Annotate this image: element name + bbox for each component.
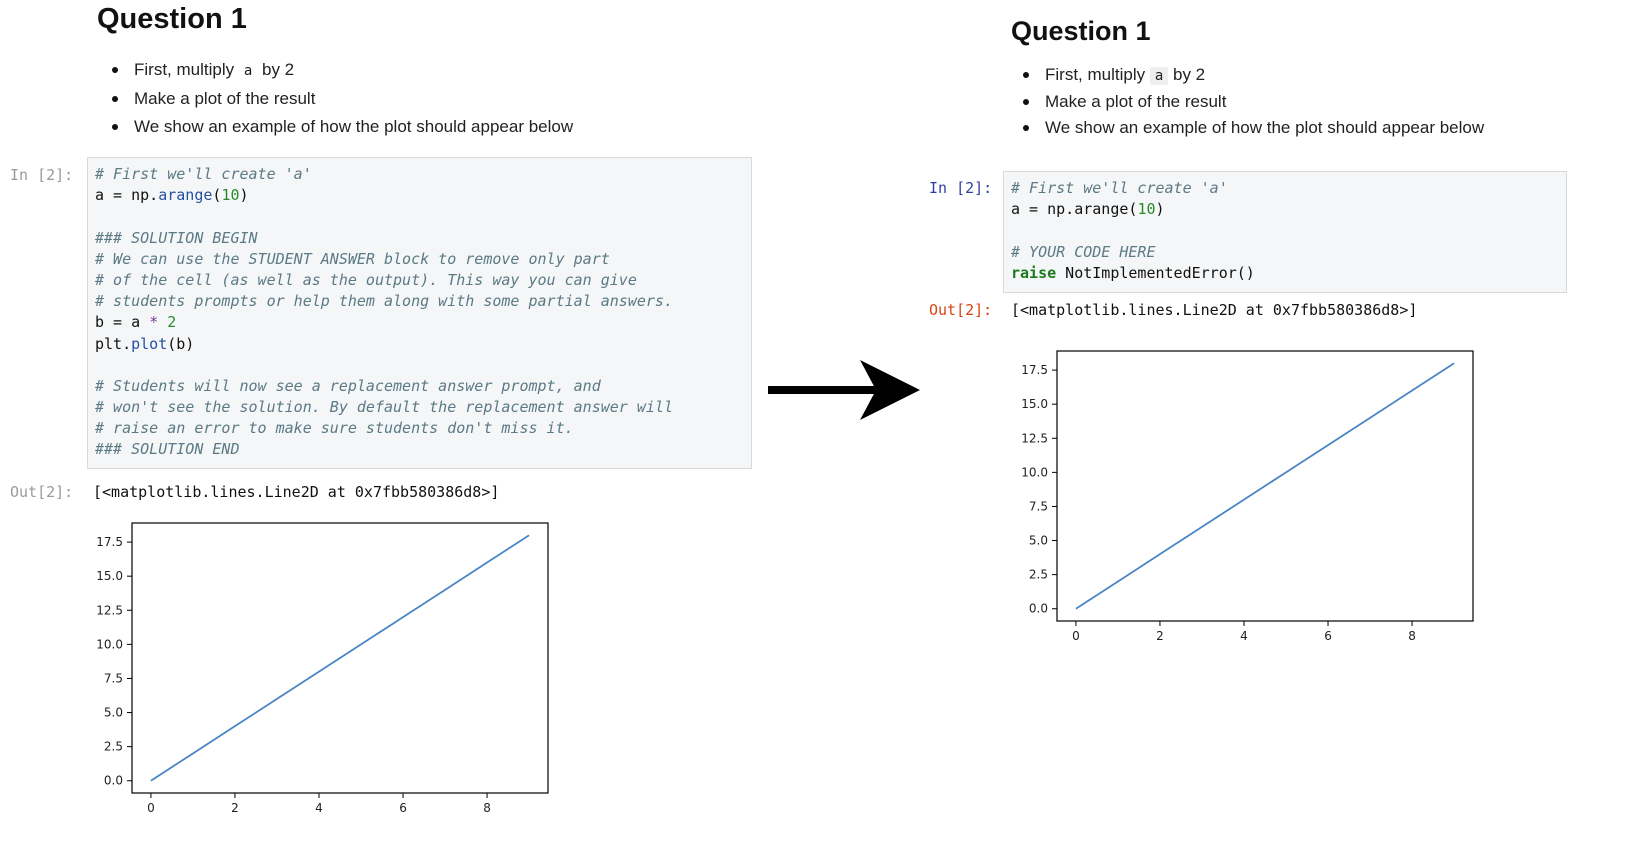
y-tick-label: 0.0 bbox=[1029, 602, 1048, 616]
list-item-text: First, multiply bbox=[1045, 65, 1150, 84]
x-tick-label: 6 bbox=[399, 801, 407, 815]
y-tick-label: 17.5 bbox=[1021, 363, 1048, 377]
y-tick-label: 10.0 bbox=[1021, 465, 1048, 479]
arrow-right-icon bbox=[768, 360, 920, 420]
y-tick-label: 7.5 bbox=[104, 671, 123, 685]
y-tick-label: 5.0 bbox=[1029, 534, 1048, 548]
code-line bbox=[95, 206, 751, 227]
x-tick-label: 4 bbox=[1240, 629, 1248, 643]
code-line bbox=[1011, 220, 1566, 241]
output-prompt: Out[2]: bbox=[929, 301, 993, 319]
list-item: We show an example of how the plot shoul… bbox=[98, 116, 573, 145]
y-tick-label: 15.0 bbox=[96, 569, 123, 583]
code-line: # YOUR CODE HERE bbox=[1011, 242, 1156, 261]
y-tick-label: 17.5 bbox=[96, 535, 123, 549]
x-tick-label: 2 bbox=[1156, 629, 1164, 643]
code-line: # raise an error to make sure students d… bbox=[95, 419, 574, 438]
code-line: a = np.arange(10) bbox=[1011, 200, 1165, 219]
inline-code: a bbox=[243, 63, 253, 79]
x-tick-label: 8 bbox=[483, 801, 491, 815]
x-tick-label: 6 bbox=[1324, 629, 1332, 643]
y-tick-label: 2.5 bbox=[1029, 568, 1048, 582]
list-item-text: by 2 bbox=[1168, 65, 1206, 84]
y-tick-label: 12.5 bbox=[96, 603, 123, 617]
instruction-list: First, multiply a by 2 Make a plot of th… bbox=[1009, 64, 1484, 144]
instruction-list: First, multiply a by 2 Make a plot of th… bbox=[98, 59, 573, 145]
inline-code: a bbox=[1149, 67, 1169, 85]
left-notebook-panel: Question 1 First, multiply a by 2 Make a… bbox=[0, 0, 800, 860]
output-prompt: Out[2]: bbox=[10, 483, 74, 501]
x-tick-label: 0 bbox=[147, 801, 155, 815]
y-tick-label: 0.0 bbox=[104, 774, 123, 788]
line-chart: 0.0 2.5 5.0 7.5 10.0 12.5 15.0 17.5 0 2 4 6 8 bbox=[96, 522, 549, 815]
y-tick-label: 2.5 bbox=[104, 740, 123, 754]
page-title: Question 1 bbox=[1011, 16, 1151, 46]
code-line: # of the cell (as well as the output). T… bbox=[95, 270, 637, 289]
output-text: [<matplotlib.lines.Line2D at 0x7fbb58038… bbox=[93, 483, 500, 501]
series-line bbox=[150, 534, 530, 782]
code-line: ### SOLUTION BEGIN bbox=[95, 228, 258, 247]
code-line: # Students will now see a replacement an… bbox=[95, 376, 601, 395]
code-line: a = np.arange(10) bbox=[95, 186, 249, 205]
y-tick-label: 10.0 bbox=[96, 637, 123, 651]
input-prompt: In [2]: bbox=[10, 166, 74, 184]
code-line: ### SOLUTION END bbox=[95, 440, 240, 459]
input-prompt: In [2]: bbox=[929, 179, 993, 197]
line-chart: 0.0 2.5 5.0 7.5 10.0 12.5 15.0 17.5 0 2 4 6 8 bbox=[1021, 350, 1474, 643]
code-line: plt.plot(b) bbox=[95, 334, 195, 353]
output-text: [<matplotlib.lines.Line2D at 0x7fbb58038… bbox=[1011, 301, 1418, 319]
code-line bbox=[95, 355, 751, 376]
right-notebook-panel: Question 1 First, multiply a by 2 Make a… bbox=[925, 0, 1642, 860]
code-line: # First we'll create 'a' bbox=[95, 165, 312, 183]
x-tick-label: 8 bbox=[1408, 629, 1416, 643]
code-line: # We can use the STUDENT ANSWER block to… bbox=[95, 249, 610, 268]
list-item-text: by 2 bbox=[257, 60, 295, 79]
page-title: Question 1 bbox=[97, 3, 247, 35]
y-tick-label: 15.0 bbox=[1021, 397, 1048, 411]
x-tick-label: 0 bbox=[1072, 629, 1080, 643]
list-item: Make a plot of the result bbox=[98, 88, 573, 117]
series-line bbox=[1075, 362, 1455, 610]
code-line: # students prompts or help them along wi… bbox=[95, 292, 673, 311]
list-item: We show an example of how the plot shoul… bbox=[1009, 117, 1484, 144]
x-tick-label: 4 bbox=[315, 801, 323, 815]
code-line: # First we'll create 'a' bbox=[1011, 179, 1228, 197]
code-line: b = a * 2 bbox=[95, 313, 177, 332]
list-item: First, multiply a by 2 bbox=[1009, 64, 1484, 91]
y-tick-label: 7.5 bbox=[1029, 499, 1048, 513]
code-line: raise NotImplementedError() bbox=[1011, 263, 1255, 282]
x-tick-label: 2 bbox=[231, 801, 239, 815]
code-line: # won't see the solution. By default the… bbox=[95, 398, 673, 417]
list-item: Make a plot of the result bbox=[1009, 91, 1484, 118]
y-tick-label: 12.5 bbox=[1021, 431, 1048, 445]
list-item: First, multiply a by 2 bbox=[98, 59, 573, 88]
y-tick-label: 5.0 bbox=[104, 706, 123, 720]
code-cell[interactable]: # First we'll create 'a' a = np.arange(1… bbox=[87, 157, 752, 469]
list-item-text: First, multiply bbox=[134, 60, 239, 79]
code-cell[interactable]: # First we'll create 'a' a = np.arange(1… bbox=[1003, 171, 1567, 293]
